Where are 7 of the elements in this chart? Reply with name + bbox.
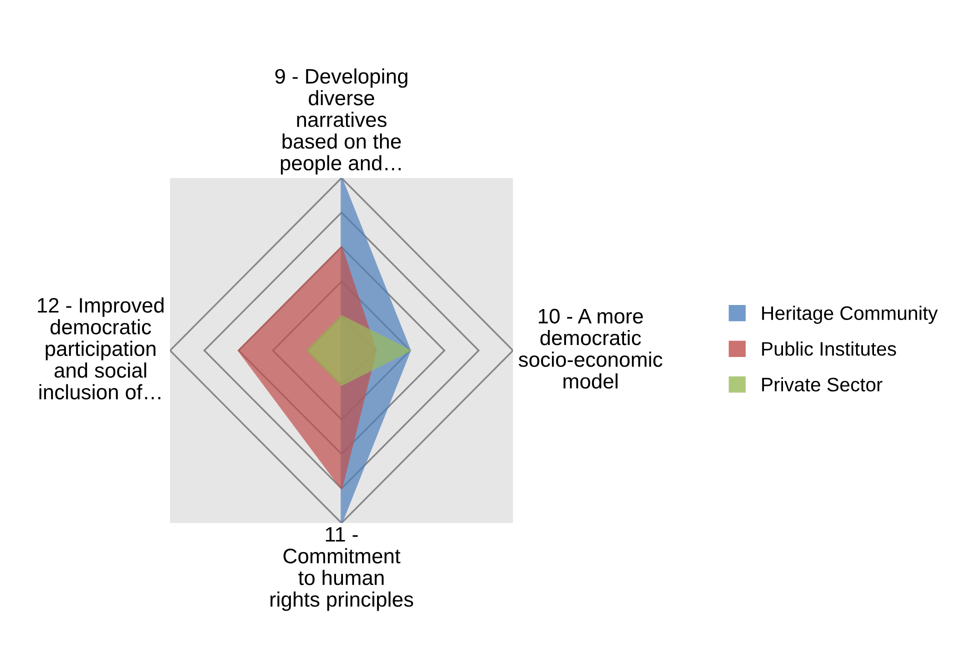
legend-label: Heritage Community (762, 306, 938, 324)
legend-label: Private Sector (762, 377, 882, 392)
spoke-label: 12 - Improved democratic participation and social inclusion of… (38, 297, 164, 400)
spoke-label: 10 - A more democratic socio-economic model (518, 308, 662, 389)
spoke-label: 11 - Commitment to human rights principles (270, 527, 414, 611)
spoke-label: 9 - Developing diverse narratives based on the people and… (275, 68, 408, 175)
legend-label: Public Institutes (762, 341, 896, 356)
